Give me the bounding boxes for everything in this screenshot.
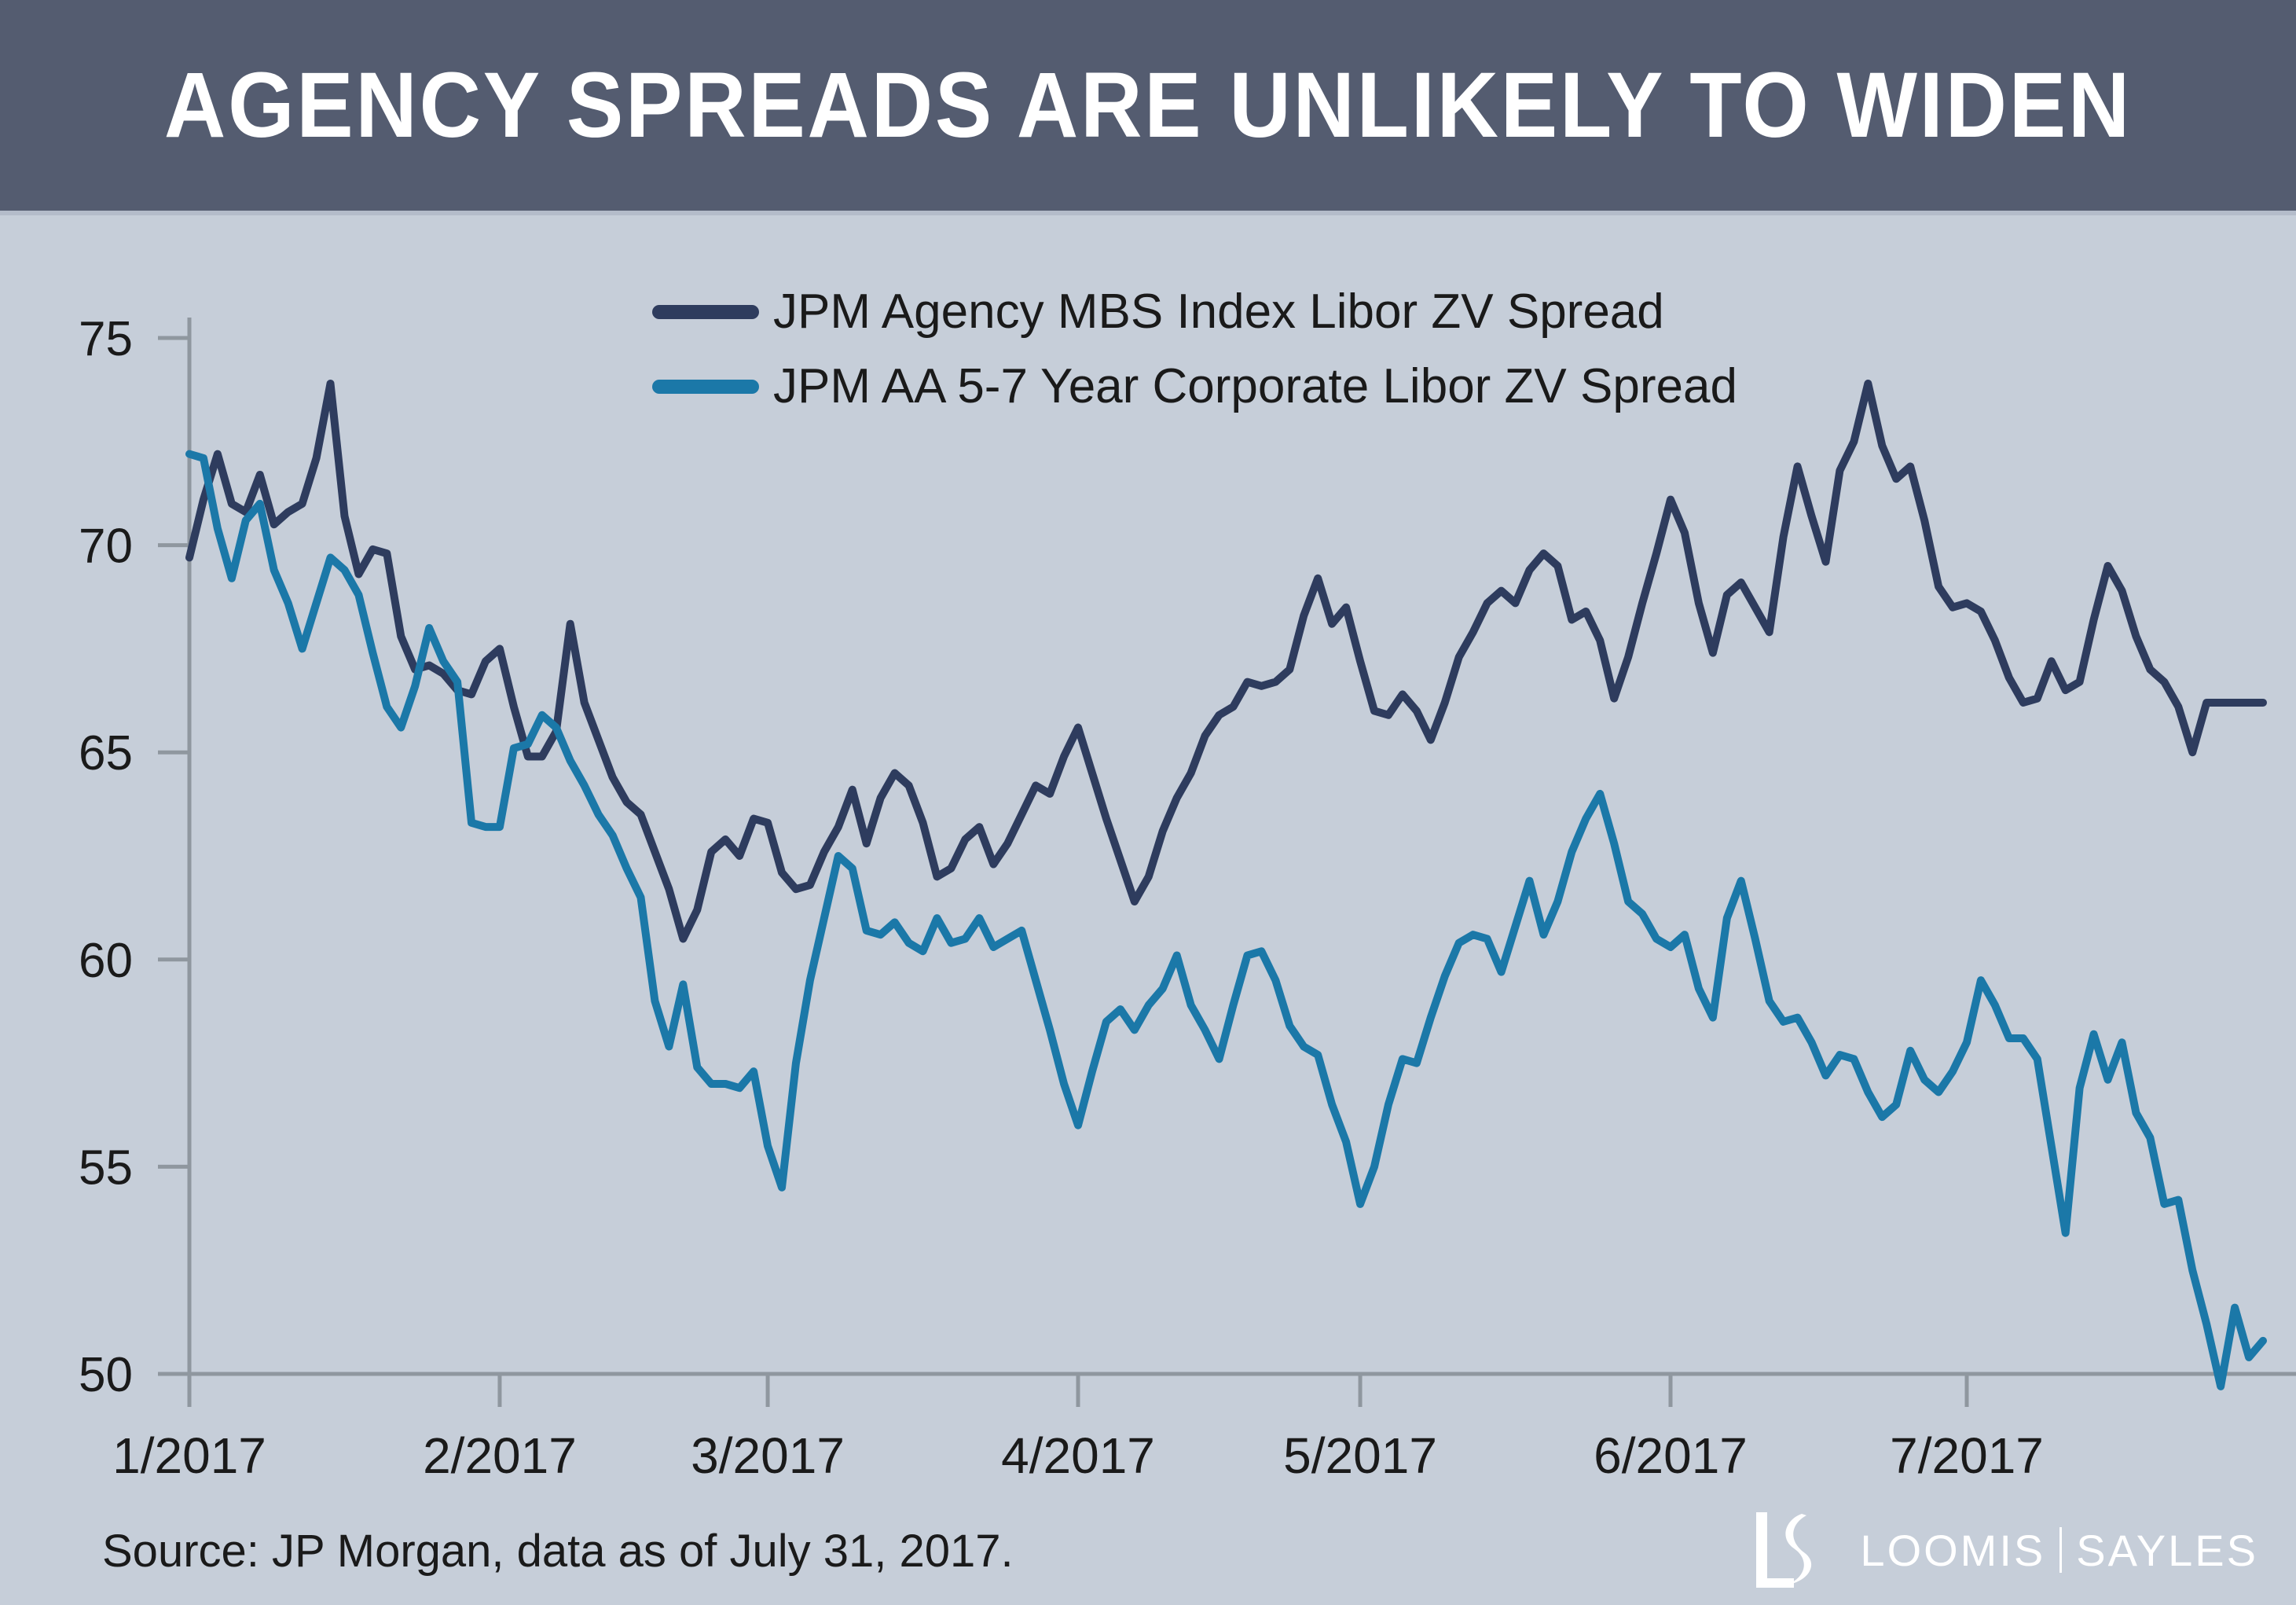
y-tick-label: 60 <box>79 934 133 988</box>
x-tick-label: 1/2017 <box>112 1427 266 1484</box>
x-tick-label: 5/2017 <box>1283 1427 1437 1484</box>
series-line-mbs <box>185 379 2267 943</box>
brand-wordmark: LOOMIS SAYLES <box>1860 1525 2258 1576</box>
line-chart: 50 55 60 65 70 75 1/2017 2/2017 3/2017 4/2017 5/2… <box>79 312 2296 1484</box>
brand-divider <box>2059 1527 2063 1573</box>
brand-logo: LOOMIS SAYLES <box>1753 1508 2258 1592</box>
brand-word-left: LOOMIS <box>1860 1525 2046 1575</box>
x-tick-label: 2/2017 <box>423 1427 577 1484</box>
source-note: Source: JP Morgan, data as of July 31, 2… <box>102 1526 1014 1577</box>
series-line-corporate <box>185 450 2267 1390</box>
x-tick-label: 7/2017 <box>1890 1427 2044 1484</box>
ls-monogram-icon <box>1756 1512 1812 1588</box>
y-tick-label: 65 <box>79 726 133 780</box>
y-tick-label: 50 <box>79 1348 133 1402</box>
y-tick-label: 75 <box>79 312 133 366</box>
brand-word-right: SAYLES <box>2076 1525 2258 1575</box>
legend-swatch-corporate <box>652 379 759 394</box>
x-axis-labels: 1/2017 2/2017 3/2017 4/2017 5/2017 6/2017 7/20… <box>112 1427 2044 1484</box>
page-title: AGENCY SPREADS ARE UNLIKELY TO WIDEN <box>163 53 2133 157</box>
chart-area: 50 55 60 65 70 75 1/2017 2/2017 3/2017 4/2017 5/2… <box>0 215 2296 1605</box>
y-tick-label: 55 <box>79 1140 133 1195</box>
title-bar: AGENCY SPREADS ARE UNLIKELY TO WIDEN <box>0 0 2296 211</box>
chart-ticks <box>158 336 1969 1407</box>
legend-swatch-mbs <box>652 304 759 319</box>
y-axis-labels: 50 55 60 65 70 75 <box>79 312 133 1402</box>
x-tick-label: 6/2017 <box>1594 1427 1748 1484</box>
legend-label-mbs: JPM Agency MBS Index Libor ZV Spread <box>773 285 1664 339</box>
y-tick-label: 70 <box>79 520 133 574</box>
chart-axes <box>158 318 2296 1394</box>
legend-item-corporate: JPM AA 5-7 Year Corporate Libor ZV Sprea… <box>652 349 1752 424</box>
chart-legend: JPM Agency MBS Index Libor ZV Spread JPM… <box>652 274 1752 424</box>
legend-label-corporate: JPM AA 5-7 Year Corporate Libor ZV Sprea… <box>773 359 1737 413</box>
legend-item-mbs: JPM Agency MBS Index Libor ZV Spread <box>652 274 1752 349</box>
x-tick-label: 4/2017 <box>1001 1427 1155 1484</box>
chart-series <box>185 379 2267 1390</box>
x-tick-label: 3/2017 <box>691 1427 845 1484</box>
title-divider <box>0 211 2296 215</box>
